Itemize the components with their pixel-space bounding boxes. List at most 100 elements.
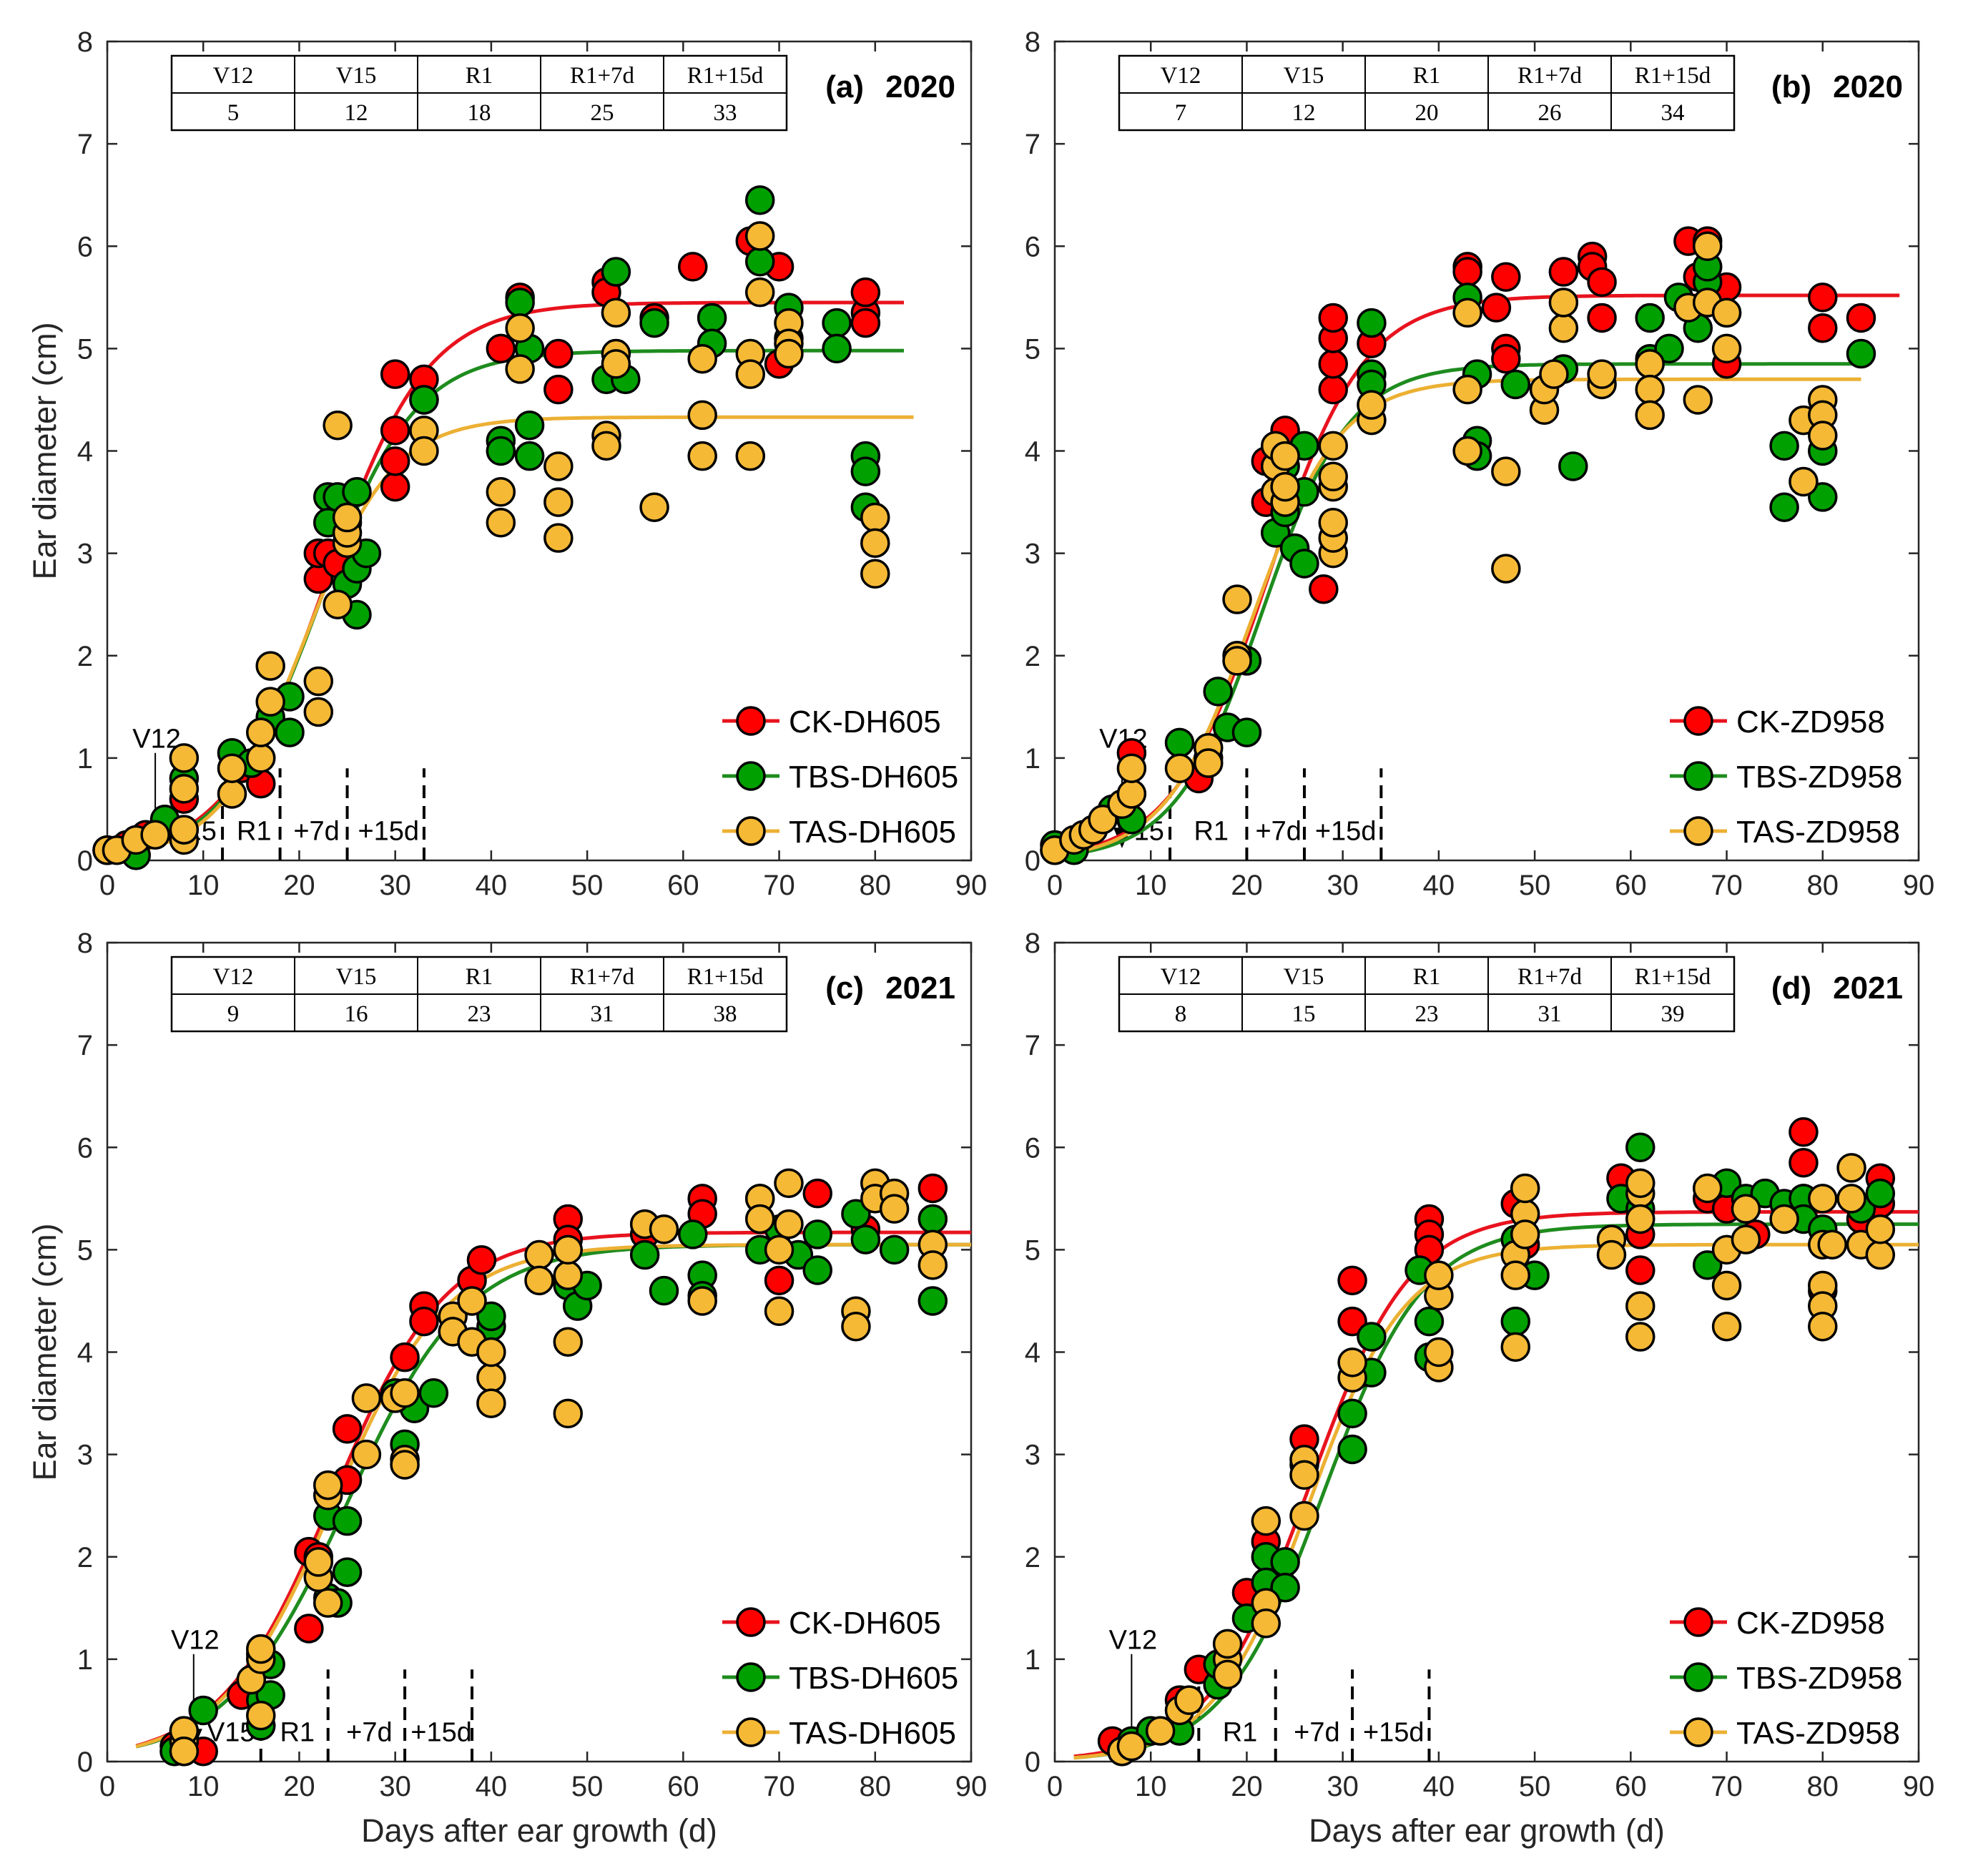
data-point bbox=[802, 1255, 832, 1285]
data-point bbox=[1337, 1434, 1367, 1465]
x-tick-label: 30 bbox=[1327, 870, 1359, 901]
data-point bbox=[917, 1250, 948, 1280]
data-point bbox=[543, 523, 574, 553]
x-tick-label: 80 bbox=[1807, 870, 1839, 901]
data-point bbox=[1836, 1153, 1866, 1183]
data-point bbox=[553, 1327, 584, 1357]
data-point bbox=[1500, 1306, 1531, 1337]
data-point bbox=[1808, 1311, 1838, 1342]
data-point bbox=[735, 359, 766, 389]
legend-label: TAS-ZD958 bbox=[1736, 1716, 1900, 1751]
y-tick-label: 4 bbox=[1025, 1337, 1040, 1369]
y-tick-label: 8 bbox=[1025, 928, 1040, 959]
legend-label: TBS-ZD958 bbox=[1736, 1661, 1902, 1696]
data-point bbox=[1088, 805, 1118, 835]
data-point bbox=[744, 185, 775, 215]
y-axis-title: Ear diameter (cm) bbox=[26, 1223, 63, 1480]
data-point bbox=[1337, 1347, 1367, 1377]
stage-label: R1 bbox=[1223, 1717, 1258, 1747]
stage-table-header: V15 bbox=[1284, 63, 1324, 89]
data-point bbox=[313, 1588, 343, 1618]
data-point bbox=[697, 303, 727, 333]
data-point bbox=[774, 338, 804, 369]
y-tick-label: 5 bbox=[1025, 1234, 1040, 1266]
data-point bbox=[1865, 1178, 1896, 1209]
y-tick-label: 3 bbox=[77, 1440, 93, 1471]
legend-marker bbox=[1683, 1607, 1713, 1637]
data-point bbox=[822, 308, 852, 338]
data-point bbox=[744, 221, 775, 251]
x-tick-label: 40 bbox=[1423, 870, 1455, 901]
data-point bbox=[1635, 303, 1665, 333]
x-tick-label: 40 bbox=[1423, 1771, 1455, 1802]
stage-table-header: V15 bbox=[336, 964, 377, 990]
data-point bbox=[1548, 288, 1579, 318]
data-point bbox=[1683, 385, 1713, 415]
y-tick-label: 7 bbox=[77, 129, 93, 160]
data-point bbox=[1318, 349, 1348, 379]
data-point bbox=[169, 815, 200, 845]
panel-label: (a) bbox=[825, 69, 864, 104]
y-tick-label: 2 bbox=[1025, 1542, 1040, 1573]
data-point bbox=[1116, 753, 1147, 783]
stage-table-header: R1+7d bbox=[570, 63, 635, 89]
data-point bbox=[1491, 262, 1521, 292]
y-tick-label: 2 bbox=[77, 641, 93, 672]
stage-table-header: V12 bbox=[1161, 63, 1201, 89]
x-tick-label: 0 bbox=[1047, 1771, 1063, 1802]
data-point bbox=[1625, 1291, 1655, 1321]
data-point bbox=[774, 1168, 804, 1199]
data-point bbox=[390, 1378, 420, 1408]
data-point bbox=[744, 277, 775, 308]
data-point bbox=[822, 333, 852, 364]
data-point bbox=[246, 717, 276, 747]
stage-table-day: 15 bbox=[1292, 1001, 1316, 1027]
y-tick-label: 5 bbox=[1025, 333, 1040, 365]
data-point bbox=[1548, 257, 1579, 287]
data-point bbox=[917, 1286, 948, 1316]
y-tick-label: 4 bbox=[77, 1337, 93, 1369]
data-point bbox=[380, 359, 410, 389]
x-tick-label: 60 bbox=[1615, 870, 1647, 901]
y-tick-label: 8 bbox=[77, 928, 93, 959]
legend-marker bbox=[736, 761, 766, 791]
data-point bbox=[735, 441, 766, 471]
data-point bbox=[332, 1506, 363, 1536]
panel-label: (d) bbox=[1771, 971, 1811, 1006]
data-point bbox=[1510, 1219, 1540, 1249]
data-point bbox=[649, 1275, 679, 1306]
stage-table-header: V12 bbox=[1161, 964, 1201, 990]
x-tick-label: 90 bbox=[1903, 870, 1935, 901]
data-point bbox=[553, 1260, 584, 1290]
stage-table-day: 33 bbox=[714, 100, 737, 126]
data-point bbox=[764, 1234, 794, 1265]
data-point bbox=[1625, 1204, 1655, 1234]
data-point bbox=[1635, 349, 1665, 379]
panel-year: 2020 bbox=[885, 69, 955, 104]
x-tick-label: 70 bbox=[1711, 1771, 1743, 1802]
data-point bbox=[543, 374, 574, 405]
data-point bbox=[553, 1234, 584, 1265]
stage-table-header: R1+7d bbox=[1517, 964, 1583, 990]
data-point bbox=[687, 343, 717, 374]
panel-b: 0 10 20 30 40 50 60 70 80 90012345678V127V1512R12… bbox=[1025, 26, 1935, 901]
data-point bbox=[1846, 338, 1876, 369]
y-tick-label: 1 bbox=[77, 1644, 93, 1676]
stage-table-day: 20 bbox=[1415, 100, 1439, 126]
data-point bbox=[639, 492, 669, 522]
data-point bbox=[1692, 1173, 1723, 1204]
data-point bbox=[1251, 1609, 1281, 1639]
stage-table-header: V12 bbox=[213, 964, 254, 990]
data-point bbox=[1452, 298, 1482, 328]
data-point bbox=[841, 1199, 871, 1229]
data-point bbox=[409, 1306, 439, 1337]
data-point bbox=[409, 436, 439, 466]
data-point bbox=[601, 257, 631, 287]
stage-table-day: 23 bbox=[468, 1001, 491, 1027]
y-axis-title: Ear diameter (cm) bbox=[26, 322, 63, 579]
data-point bbox=[514, 441, 545, 471]
y-tick-label: 6 bbox=[77, 231, 93, 262]
data-point bbox=[390, 1342, 420, 1372]
y-tick-label: 0 bbox=[1025, 1747, 1040, 1778]
data-point bbox=[1337, 1398, 1367, 1429]
